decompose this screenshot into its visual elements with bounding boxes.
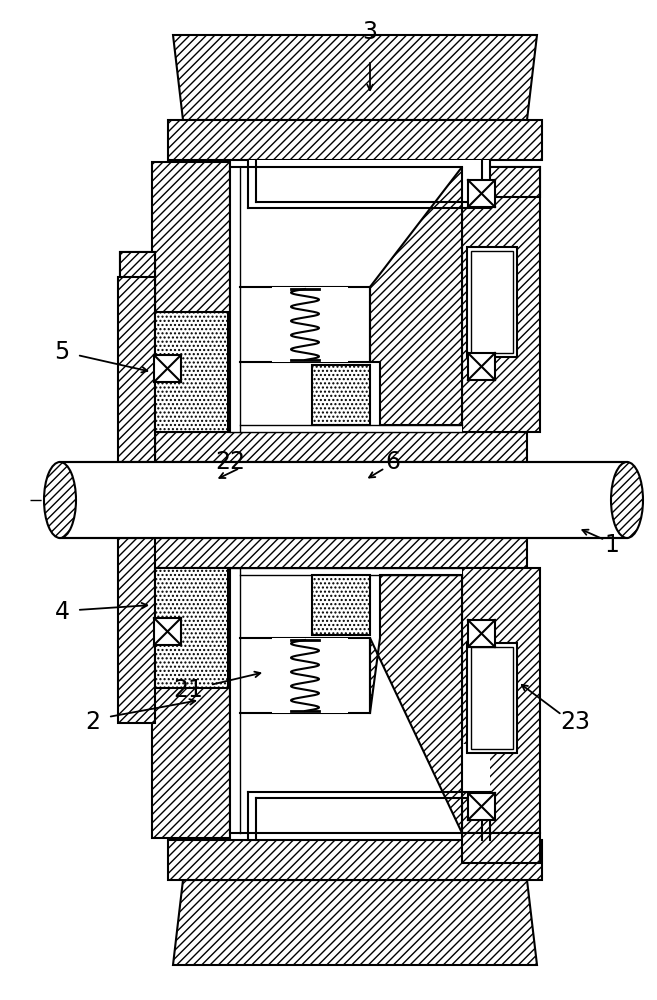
Bar xyxy=(468,793,495,820)
Bar xyxy=(312,365,370,425)
Bar xyxy=(168,120,542,160)
Text: 4: 4 xyxy=(55,600,70,624)
Polygon shape xyxy=(173,35,537,120)
Bar xyxy=(152,538,527,568)
Bar xyxy=(155,568,228,688)
Bar xyxy=(312,575,370,635)
Ellipse shape xyxy=(611,462,643,538)
Bar xyxy=(230,167,462,432)
Bar xyxy=(120,252,155,462)
Bar xyxy=(272,638,348,713)
Bar xyxy=(152,538,230,838)
Bar xyxy=(154,618,181,645)
Bar xyxy=(248,160,490,208)
Text: 2: 2 xyxy=(85,710,101,734)
Polygon shape xyxy=(173,880,537,965)
Bar xyxy=(471,251,513,353)
Bar xyxy=(230,568,462,833)
Bar xyxy=(462,833,540,863)
Bar xyxy=(118,277,155,462)
Bar xyxy=(468,353,495,380)
Bar xyxy=(120,252,155,462)
Bar xyxy=(152,162,230,462)
Text: 1: 1 xyxy=(604,533,620,557)
Bar xyxy=(471,647,513,749)
Bar xyxy=(468,620,495,647)
Text: 3: 3 xyxy=(363,20,378,44)
Bar xyxy=(152,432,527,462)
Bar xyxy=(468,180,495,207)
Bar xyxy=(60,462,627,538)
Bar xyxy=(467,643,517,753)
Polygon shape xyxy=(370,167,462,425)
Bar xyxy=(467,247,517,357)
Bar xyxy=(462,167,540,432)
Bar xyxy=(154,355,181,382)
Text: 22: 22 xyxy=(215,450,245,474)
Bar xyxy=(462,568,540,833)
Bar xyxy=(155,312,228,432)
Bar xyxy=(120,252,155,462)
Bar xyxy=(118,538,155,723)
Ellipse shape xyxy=(44,462,76,538)
Bar xyxy=(168,840,542,880)
Text: 21: 21 xyxy=(173,678,203,702)
Bar xyxy=(272,287,348,362)
Polygon shape xyxy=(370,575,462,833)
Text: 6: 6 xyxy=(386,450,401,474)
Text: 5: 5 xyxy=(55,340,70,364)
Text: 23: 23 xyxy=(560,710,590,734)
Bar xyxy=(248,744,490,792)
Bar xyxy=(462,167,540,197)
